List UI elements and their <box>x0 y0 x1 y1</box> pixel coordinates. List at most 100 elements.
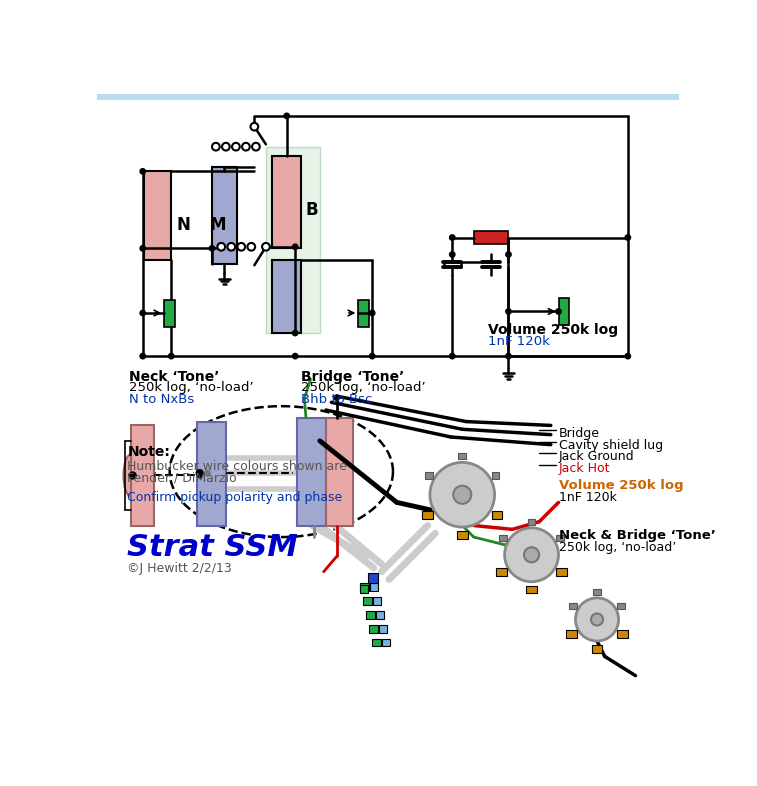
Bar <box>474 231 509 244</box>
Bar <box>376 611 384 619</box>
Text: N: N <box>176 216 191 234</box>
Bar <box>366 611 375 619</box>
Text: Humbucker wire colours shown are: Humbucker wire colours shown are <box>127 460 347 473</box>
Bar <box>164 300 175 327</box>
Bar <box>360 583 369 591</box>
Circle shape <box>450 235 455 241</box>
Bar <box>131 425 154 526</box>
Text: Fender / DiMarzio: Fender / DiMarzio <box>127 472 237 485</box>
Circle shape <box>169 354 174 359</box>
Bar <box>363 597 372 605</box>
Circle shape <box>284 113 289 119</box>
Bar <box>556 568 567 576</box>
Bar <box>457 531 468 538</box>
Ellipse shape <box>123 454 139 497</box>
Text: 250k log, ‘no-load’: 250k log, ‘no-load’ <box>301 380 425 394</box>
Bar <box>559 299 569 325</box>
Bar <box>459 454 466 459</box>
Bar <box>372 639 382 646</box>
Bar <box>526 586 537 593</box>
Circle shape <box>251 123 258 130</box>
Text: Bhb to Bsc: Bhb to Bsc <box>301 393 372 406</box>
Circle shape <box>430 462 494 527</box>
Circle shape <box>232 143 240 151</box>
Bar <box>197 421 226 526</box>
Text: Volume 250k log: Volume 250k log <box>559 479 683 492</box>
Circle shape <box>334 395 339 400</box>
Circle shape <box>453 486 472 504</box>
Circle shape <box>450 354 455 359</box>
Circle shape <box>204 471 210 476</box>
Bar <box>370 583 378 591</box>
Circle shape <box>591 613 603 626</box>
Bar <box>425 472 433 479</box>
Circle shape <box>262 243 269 251</box>
Circle shape <box>196 470 203 476</box>
Circle shape <box>238 243 245 251</box>
Circle shape <box>625 354 631 359</box>
Bar <box>556 535 564 542</box>
Bar <box>528 519 535 525</box>
Circle shape <box>212 143 220 151</box>
Text: N to NxBs: N to NxBs <box>129 393 194 406</box>
Bar <box>369 573 378 582</box>
Circle shape <box>369 354 375 359</box>
Text: Neck & Bridge ‘Tone’: Neck & Bridge ‘Tone’ <box>559 529 715 542</box>
Circle shape <box>140 245 145 251</box>
Text: Bridge ‘Tone’: Bridge ‘Tone’ <box>301 370 403 384</box>
Circle shape <box>198 473 202 478</box>
Text: Bridge: Bridge <box>559 427 600 440</box>
Circle shape <box>129 472 136 479</box>
Text: Volume 250k log: Volume 250k log <box>488 323 618 337</box>
Circle shape <box>140 169 145 174</box>
Bar <box>379 625 387 633</box>
Circle shape <box>217 243 225 251</box>
Bar <box>297 417 326 526</box>
Bar <box>617 630 628 638</box>
Text: Note:: Note: <box>127 445 170 459</box>
Bar <box>422 511 433 519</box>
Bar <box>492 472 500 479</box>
Circle shape <box>210 245 215 251</box>
Bar <box>212 167 237 264</box>
Text: 1nF 120k: 1nF 120k <box>559 491 616 504</box>
Circle shape <box>242 143 250 151</box>
Circle shape <box>140 354 145 359</box>
Bar <box>369 625 378 633</box>
Circle shape <box>292 244 298 249</box>
Text: Strat SSM: Strat SSM <box>127 533 298 562</box>
Bar <box>272 156 301 248</box>
Bar <box>97 94 680 101</box>
Bar <box>145 171 171 260</box>
Bar <box>358 300 369 327</box>
Bar <box>592 645 603 652</box>
Circle shape <box>506 309 511 314</box>
Bar <box>593 589 601 595</box>
Circle shape <box>625 235 631 241</box>
Text: Neck ‘Tone’: Neck ‘Tone’ <box>129 370 220 384</box>
Bar <box>272 260 301 333</box>
Bar <box>266 147 319 333</box>
Circle shape <box>227 243 235 251</box>
Circle shape <box>556 309 561 314</box>
Text: ©J Hewitt 2/2/13: ©J Hewitt 2/2/13 <box>127 563 232 575</box>
Text: M: M <box>210 216 226 234</box>
Text: 250k log, ‘no-load’: 250k log, ‘no-load’ <box>129 380 254 394</box>
Text: Cavity shield lug: Cavity shield lug <box>559 439 662 451</box>
Circle shape <box>505 528 559 582</box>
Bar <box>382 639 390 646</box>
Bar <box>569 603 577 608</box>
Bar <box>617 603 625 608</box>
Circle shape <box>575 598 618 641</box>
Bar <box>360 585 369 593</box>
Text: B: B <box>306 200 319 219</box>
Circle shape <box>369 310 375 316</box>
Text: 250k log, ‘no-load’: 250k log, ‘no-load’ <box>559 541 676 554</box>
Circle shape <box>140 310 145 316</box>
Circle shape <box>222 143 229 151</box>
Circle shape <box>450 252 455 257</box>
Circle shape <box>506 354 511 359</box>
Bar <box>566 630 577 638</box>
Bar <box>326 417 353 526</box>
Circle shape <box>292 330 298 336</box>
